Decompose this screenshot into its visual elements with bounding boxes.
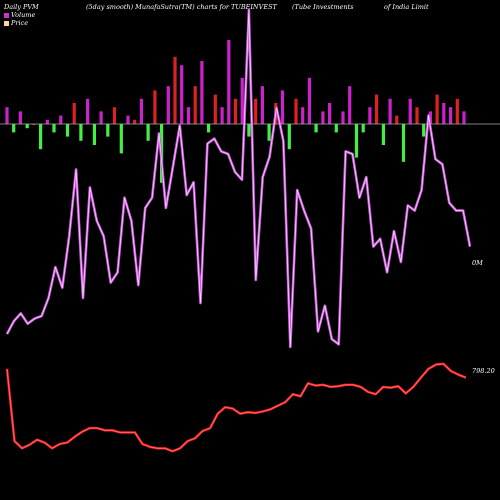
volume-bar [368, 107, 372, 124]
volume-bar [227, 40, 231, 124]
volume-bar [5, 107, 9, 124]
pvm-bar [207, 124, 211, 133]
pvm-bar [65, 124, 70, 137]
volume-bar [442, 103, 446, 124]
pvm-bar [146, 124, 150, 141]
volume-bar [59, 115, 63, 124]
volume-bar [133, 119, 137, 124]
volume-bar [240, 77, 244, 124]
header-chart-title: (5day smooth) MunafaSutra(TM) charts for… [86, 3, 277, 11]
price-line [5, 362, 467, 453]
volume-bar [449, 107, 453, 124]
volume-bar [86, 98, 90, 124]
volume-bar [233, 98, 238, 124]
pvm-bar [314, 124, 318, 133]
volume-bar [260, 86, 264, 124]
pvm-bar [25, 124, 29, 129]
volume-bar [428, 111, 432, 124]
volume-bar [348, 86, 352, 124]
pvm-bars-group [12, 124, 426, 183]
volume-bar [395, 115, 399, 124]
volume-bar [307, 77, 311, 124]
volume-bar [294, 98, 298, 124]
legend-price-label: Price [11, 19, 29, 27]
volume-bar [375, 94, 379, 124]
volume-bar [435, 94, 439, 124]
volume-bar [200, 61, 204, 124]
volume-bar [173, 56, 177, 124]
pvm-bar [247, 124, 251, 137]
pvm-bar [361, 124, 365, 133]
volume-bar [18, 111, 22, 124]
pvm-bar [106, 124, 110, 137]
pvm-bar [267, 124, 271, 141]
volume-bar [32, 124, 36, 125]
volume-bar [388, 98, 392, 124]
price-axis-label: 798.20 [472, 367, 495, 375]
header-company-part2: of India Limit [384, 3, 429, 11]
volume-axis-label: 0M [472, 259, 483, 267]
header-daily-pvm: Daily PVM [4, 3, 39, 11]
volume-bar [321, 111, 325, 124]
volume-bar [99, 111, 103, 124]
volume-bar [341, 111, 345, 124]
pvm-bar [12, 124, 16, 133]
pvm-bar [401, 124, 406, 162]
pvm-bar [354, 124, 359, 158]
header-company-part1: (Tube Investments [292, 3, 354, 11]
volume-bar [280, 90, 285, 124]
pvm-bar [381, 124, 385, 145]
volume-bar [213, 94, 217, 124]
volume-bar [462, 111, 466, 124]
pvm-bar [39, 124, 43, 150]
volume-bar [45, 119, 49, 124]
volume-bar [166, 86, 170, 124]
volume-bar [455, 98, 459, 124]
volume-bar [328, 103, 332, 124]
volume-bar [126, 115, 130, 124]
volume-bar [254, 98, 258, 124]
volume-line-group [5, 8, 472, 349]
volume-bar [153, 90, 157, 124]
pvm-bar [422, 124, 426, 137]
pvm-bar [119, 124, 123, 154]
volume-bar [139, 98, 143, 124]
price-line-core [6, 363, 467, 452]
legend-volume: Volume [4, 11, 35, 19]
pvm-bar [287, 124, 291, 150]
volume-bar [193, 86, 197, 124]
pvm-bar [79, 124, 83, 141]
volume-bar [220, 107, 224, 124]
legend-price-swatch [4, 20, 9, 26]
volume-bar [186, 107, 191, 124]
price-line-group [5, 362, 467, 453]
volume-line-core [6, 9, 471, 348]
volume-bar [112, 107, 117, 124]
volume-bar [301, 107, 305, 124]
volume-bar [415, 107, 419, 124]
legend-volume-swatch [4, 12, 9, 18]
volume-bar [72, 103, 76, 124]
legend-price: Price [4, 19, 28, 27]
volume-bar [180, 65, 184, 124]
legend-volume-label: Volume [11, 11, 36, 19]
volume-bar [408, 98, 412, 124]
pvm-bar [92, 124, 96, 145]
pvm-bar [52, 124, 56, 133]
volume-bars-group [5, 40, 466, 125]
pvm-bar [334, 124, 338, 133]
